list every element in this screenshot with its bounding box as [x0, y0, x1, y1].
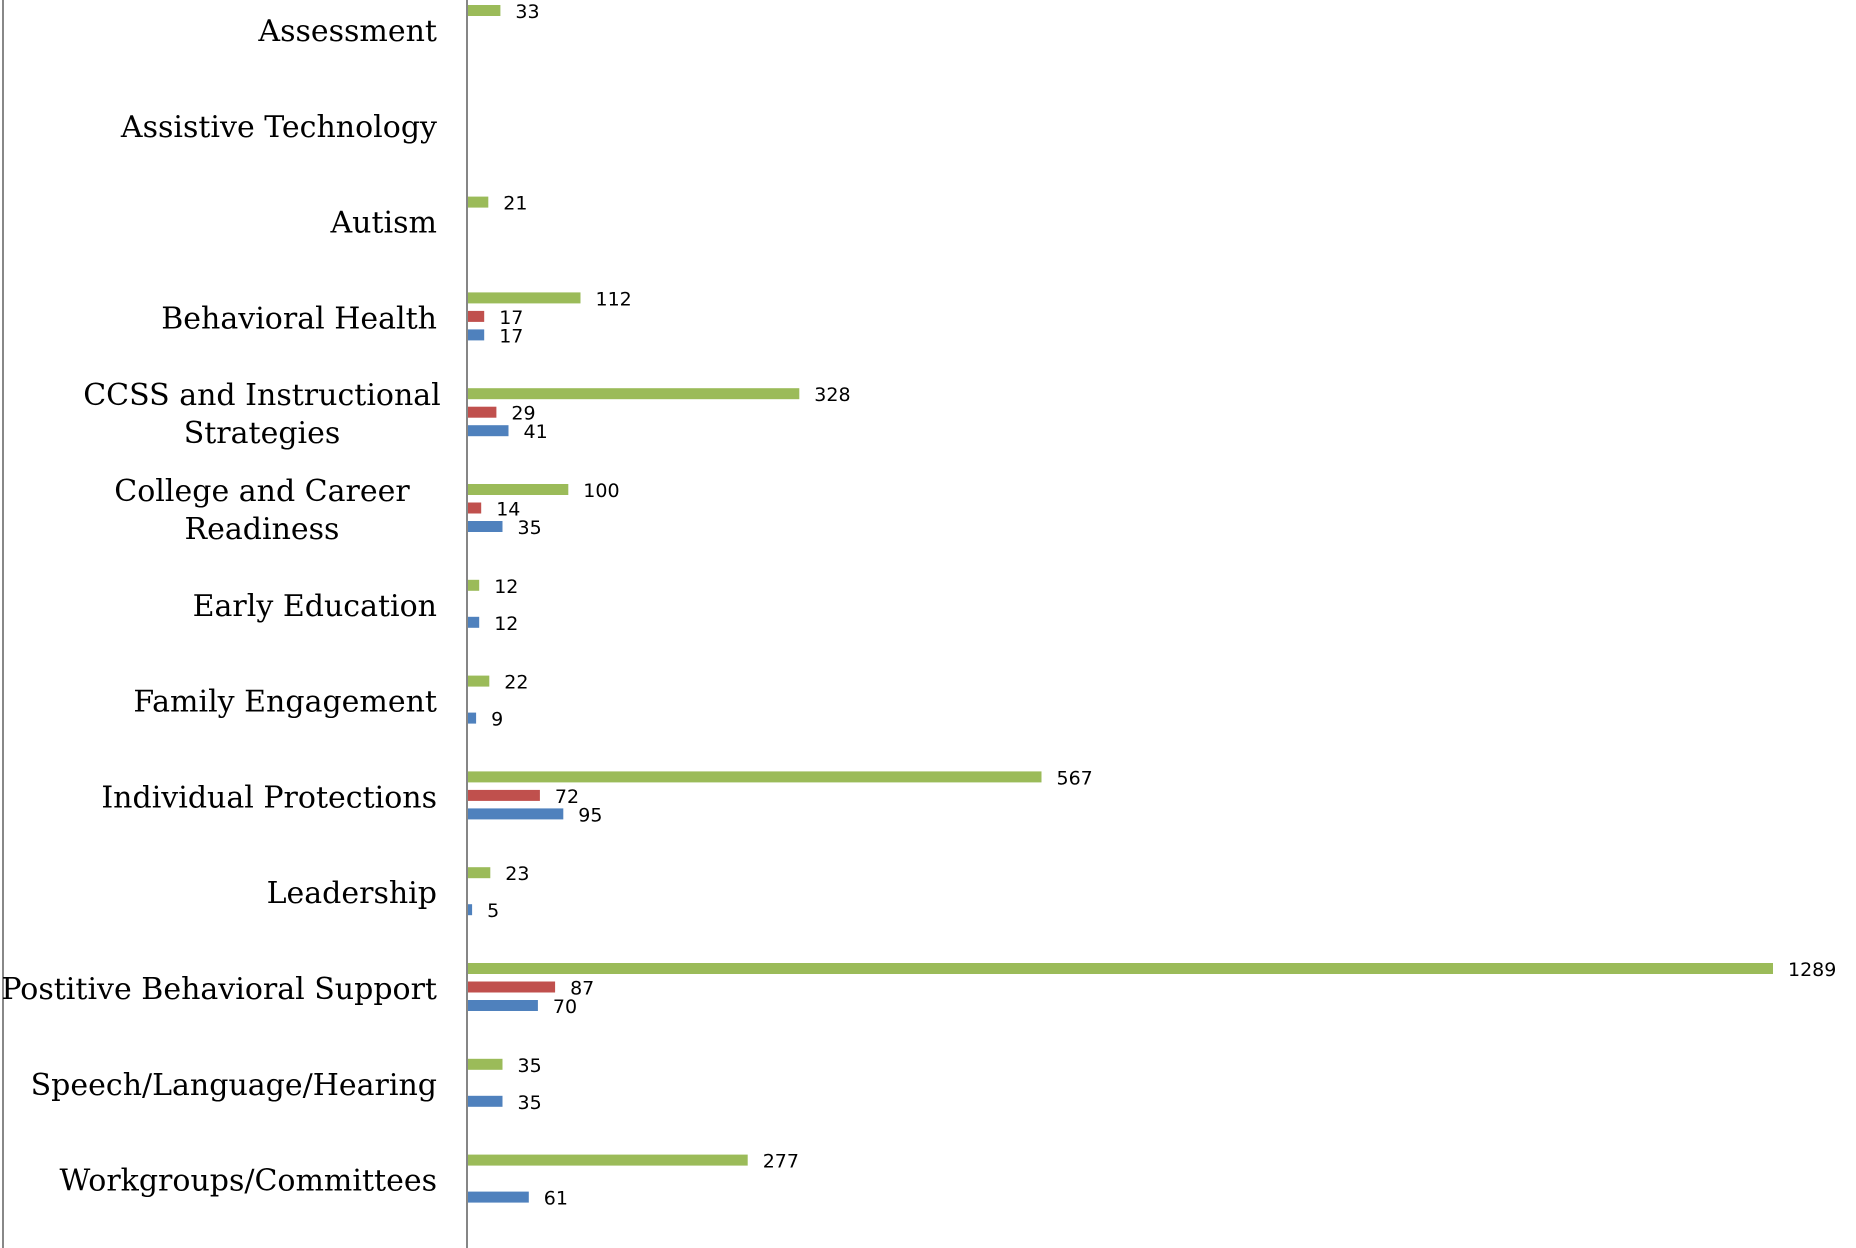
data-label: 23 — [505, 863, 529, 885]
bar — [467, 521, 503, 532]
data-label: 9 — [491, 709, 503, 731]
category-label: Leadership — [267, 876, 437, 911]
data-label: 41 — [524, 421, 548, 443]
data-label: 35 — [518, 1092, 542, 1114]
bar — [467, 388, 800, 400]
bar — [467, 616, 480, 628]
data-label: 14 — [496, 499, 520, 521]
data-label: 277 — [763, 1151, 799, 1173]
bar — [467, 1095, 503, 1107]
data-label: 21 — [503, 193, 527, 215]
bar — [467, 484, 569, 495]
category-label: Assessment — [257, 14, 437, 49]
category-label: Assistive Technology — [120, 110, 437, 145]
bar — [467, 406, 497, 418]
category-label: Workgroups/Committees — [59, 1164, 437, 1199]
category-label: Autism — [330, 206, 437, 241]
bar — [467, 981, 556, 993]
data-label: 29 — [511, 403, 535, 425]
category-label: College and Career — [114, 474, 410, 509]
bar — [467, 712, 477, 724]
data-label: 33 — [515, 1, 539, 23]
bar — [467, 1058, 503, 1070]
data-label: 100 — [583, 480, 619, 502]
data-label: 567 — [1057, 767, 1093, 789]
bar — [467, 789, 540, 801]
bar — [467, 579, 480, 591]
category-label: Early Education — [193, 589, 437, 624]
bar — [467, 867, 491, 879]
data-label: 70 — [553, 996, 577, 1018]
bar — [467, 808, 564, 820]
data-label: 12 — [494, 576, 518, 598]
data-label: 112 — [596, 288, 632, 310]
bar — [467, 329, 485, 341]
data-label: 95 — [578, 804, 602, 826]
category-label: Speech/Language/Hearing — [31, 1068, 437, 1103]
bar — [467, 292, 581, 304]
bar — [467, 904, 473, 916]
bar — [467, 196, 489, 208]
bar — [467, 5, 501, 16]
category-label: Strategies — [184, 416, 341, 451]
category-label: Individual Protections — [101, 780, 437, 815]
category-label: Family Engagement — [133, 685, 437, 720]
data-label: 328 — [814, 384, 850, 406]
data-label: 35 — [518, 1055, 542, 1077]
category-label: Postitive Behavioral Support — [1, 972, 437, 1007]
bars — [467, 5, 1773, 1203]
data-label: 72 — [555, 786, 579, 808]
category-label: Behavioral Health — [161, 301, 437, 336]
data-label: 1289 — [1788, 959, 1836, 981]
data-label: 12 — [494, 613, 518, 635]
data-label: 5 — [487, 900, 499, 922]
data-label: 87 — [570, 978, 594, 1000]
bar — [467, 310, 485, 322]
category-label: Readiness — [185, 512, 340, 547]
data-labels: 3321112171732829411001435121222956772952… — [487, 1, 1836, 1210]
bar — [467, 675, 490, 687]
bar — [467, 1191, 529, 1203]
bar — [467, 502, 482, 514]
data-label: 22 — [504, 672, 528, 694]
category-labels: Assessment Assistive Technology Autism Beha… — [1, 14, 440, 1199]
data-label: 61 — [544, 1188, 568, 1210]
bar — [467, 1000, 538, 1011]
bar — [467, 963, 1773, 974]
data-label: 35 — [518, 517, 542, 539]
category-label: CCSS and Instructional — [83, 378, 441, 413]
bar — [467, 425, 509, 437]
data-label: 17 — [499, 325, 523, 347]
data-label: 17 — [499, 307, 523, 329]
bar — [467, 771, 1042, 783]
bar — [467, 1154, 748, 1166]
